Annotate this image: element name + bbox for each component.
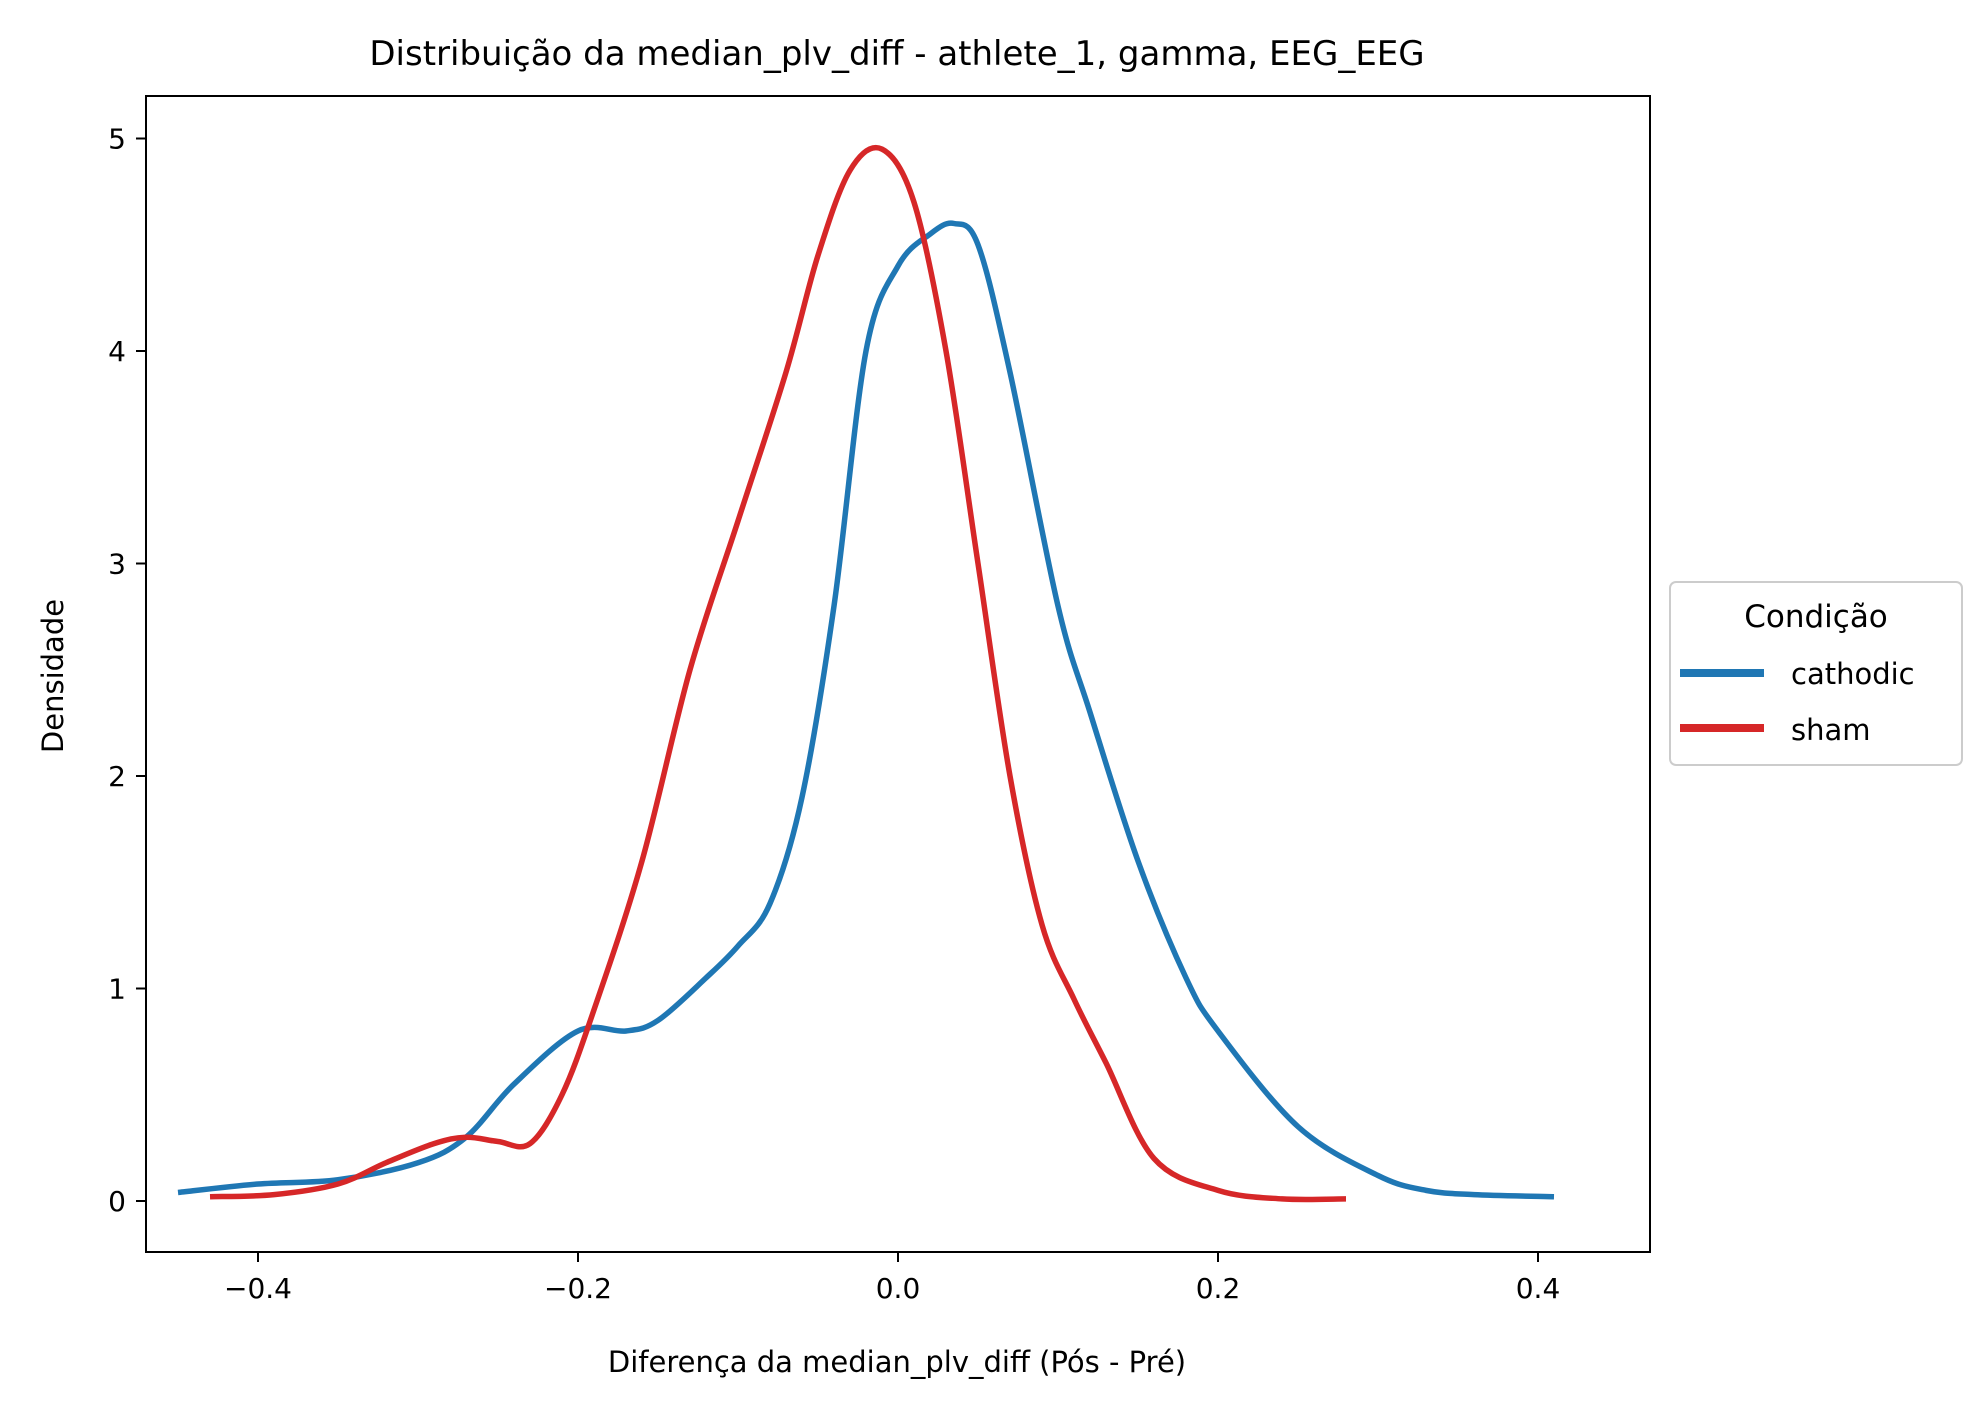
plot-area	[146, 96, 1650, 1252]
legend-title: Condição	[1744, 599, 1888, 635]
x-tick-label: 0.4	[1516, 1272, 1561, 1305]
x-tick-label: −0.4	[224, 1272, 292, 1305]
x-tick-label: 0.2	[1196, 1272, 1241, 1305]
y-tick-label: 2	[108, 760, 126, 793]
legend: Condição cathodic sham	[1669, 581, 1963, 766]
plot-frame	[145, 95, 1651, 1253]
legend-label-sham: sham	[1791, 713, 1871, 747]
y-axis-label: Densidade	[36, 599, 70, 753]
series-line-cathodic	[177, 220, 1555, 1200]
y-tick-label: 3	[108, 548, 126, 581]
x-axis-label: Diferença da median_plv_diff (Pós - Pré)	[608, 1345, 1186, 1379]
density-curves	[177, 144, 1555, 1203]
y-tick-label: 5	[108, 123, 126, 156]
y-tick-label: 4	[108, 335, 126, 368]
y-tick-label: 0	[108, 1185, 126, 1218]
chart-title: Distribuição da median_plv_diff - athlet…	[369, 34, 1424, 74]
x-tick-label: −0.2	[544, 1272, 612, 1305]
x-axis-ticks: −0.4 −0.2 0.0 0.2 0.4	[224, 1252, 1560, 1305]
legend-box	[1669, 581, 1963, 766]
x-tick-label: 0.0	[876, 1272, 921, 1305]
series-line-sham	[209, 144, 1347, 1203]
y-axis-ticks: 0 1 2 3 4 5	[108, 123, 146, 1218]
legend-label-cathodic: cathodic	[1791, 657, 1915, 691]
y-tick-label: 1	[108, 973, 126, 1006]
